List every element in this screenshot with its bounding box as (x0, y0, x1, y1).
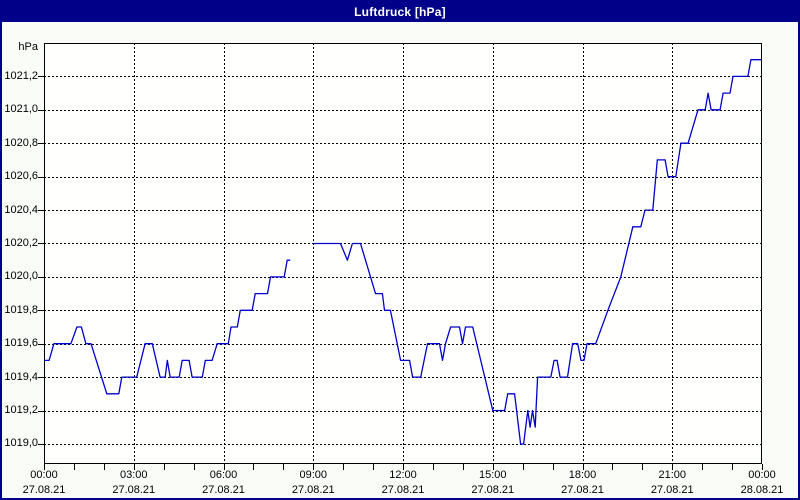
y-tick-label: 1019,0 (4, 437, 38, 450)
x-tick-label: 00:00 28.08.21 (741, 468, 784, 498)
y-tick-label: 1021,0 (4, 103, 38, 116)
x-tick-date: 27.08.21 (202, 484, 245, 496)
y-tick-label: 1019,2 (4, 404, 38, 417)
y-tick-label: 1020,8 (4, 136, 38, 149)
x-tick-label: 03:00 27.08.21 (112, 468, 155, 498)
x-tick-date: 28.08.21 (740, 484, 784, 496)
x-tick-date: 27.08.21 (22, 484, 66, 496)
x-tick-time: 00:00 (748, 469, 776, 481)
x-tick-time: 00:00 (30, 469, 58, 481)
x-tick-time: 12:00 (389, 469, 417, 481)
x-tick-time: 09:00 (299, 469, 328, 481)
pressure-chart-svg (38, 43, 763, 470)
window-title: Luftdruck [hPa] (354, 5, 446, 19)
x-tick-label: 09:00 27.08.21 (292, 468, 335, 498)
y-tick-label: 1021,2 (4, 69, 38, 82)
x-tick-time: 06:00 (209, 469, 238, 481)
y-tick-label: 1019,8 (4, 303, 38, 316)
y-tick-label: 1019,4 (4, 370, 38, 383)
x-tick-date: 27.08.21 (291, 484, 335, 496)
x-tick-time: 21:00 (658, 469, 687, 481)
title-bar: Luftdruck [hPa] (2, 2, 798, 22)
pressure-line-segment (44, 259, 291, 395)
x-tick-label: 21:00 27.08.21 (651, 468, 694, 498)
x-tick-date: 27.08.21 (650, 484, 694, 496)
chart-plot-area (38, 43, 763, 470)
x-tick-date: 27.08.21 (112, 484, 156, 496)
x-tick-date: 27.08.21 (381, 484, 425, 496)
x-tick-label: 00:00 27.08.21 (23, 468, 66, 498)
y-tick-label: 1020,4 (4, 203, 38, 216)
x-tick-time: 15:00 (478, 469, 507, 481)
y-tick-label: 1020,0 (4, 270, 38, 283)
plot-frame (44, 43, 762, 464)
y-tick-label: 1020,6 (4, 170, 38, 183)
x-tick-label: 15:00 27.08.21 (471, 468, 514, 498)
pressure-line-segment (313, 59, 762, 445)
x-tick-label: 12:00 27.08.21 (382, 468, 425, 498)
x-tick-time: 03:00 (119, 469, 148, 481)
x-tick-label: 06:00 27.08.21 (202, 468, 245, 498)
x-tick-date: 27.08.21 (471, 484, 515, 496)
x-tick-label: 18:00 27.08.21 (561, 468, 604, 498)
x-tick-time: 18:00 (568, 469, 597, 481)
y-tick-label: 1019,6 (4, 337, 38, 350)
x-tick-date: 27.08.21 (561, 484, 604, 496)
y-tick-label: 1020,2 (4, 236, 38, 249)
y-axis-unit-label: hPa (18, 41, 38, 53)
